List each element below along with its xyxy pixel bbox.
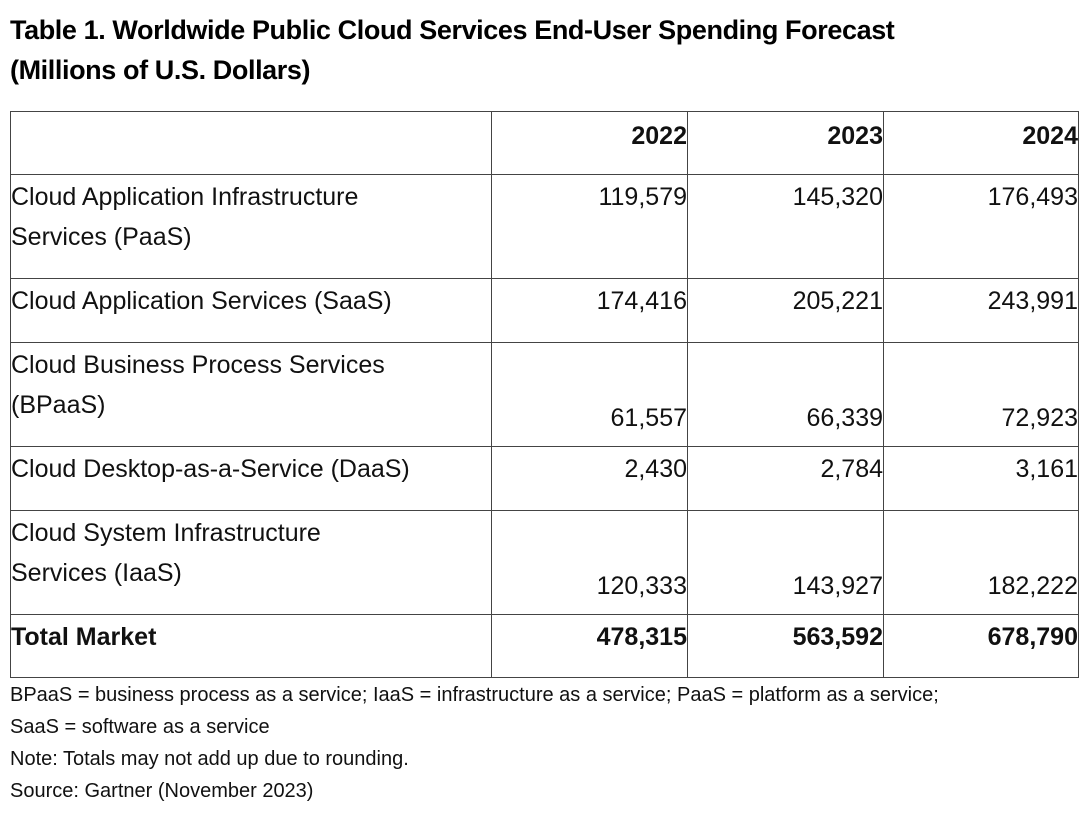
total-value-cell: 478,315 xyxy=(491,614,688,678)
value-cell: 119,579 xyxy=(491,174,688,279)
value-cell: 182,222 xyxy=(883,510,1079,615)
table-row: Cloud Application Infrastructure Services… xyxy=(10,174,1079,279)
value-cell: 3,161 xyxy=(883,446,1079,511)
value-cell: 66,339 xyxy=(687,342,884,447)
source-note: Source: Gartner (November 2023) xyxy=(10,780,314,802)
abbreviations-line-2: SaaS = software as a service xyxy=(10,716,270,738)
table-row: Cloud Business Process Services (BPaaS) 6… xyxy=(10,342,1079,447)
total-value-cell: 563,592 xyxy=(687,614,884,678)
row-label: Cloud Desktop-as-a-Service (DaaS) xyxy=(10,446,492,511)
value-cell: 120,333 xyxy=(491,510,688,615)
header-cell-2022: 2022 xyxy=(491,111,688,175)
abbreviations-line-1: BPaaS = business process as a service; I… xyxy=(10,684,939,706)
value-cell: 243,991 xyxy=(883,278,1079,343)
title-line-2: (Millions of U.S. Dollars) xyxy=(10,55,311,85)
table-row: Cloud System Infrastructure Services (Iaa… xyxy=(10,510,1079,615)
value-cell: 2,784 xyxy=(687,446,884,511)
value-cell: 72,923 xyxy=(883,342,1079,447)
header-row: 2022 2023 2024 xyxy=(10,111,1079,175)
header-cell-empty xyxy=(10,111,492,175)
total-value-cell: 678,790 xyxy=(883,614,1079,678)
total-label: Total Market xyxy=(10,614,492,678)
table-notes: BPaaS = business process as a service; I… xyxy=(10,679,939,807)
rounding-note: Note: Totals may not add up due to round… xyxy=(10,748,409,770)
header-cell-2023: 2023 xyxy=(687,111,884,175)
row-label: Cloud Application Services (SaaS) xyxy=(10,278,492,343)
title-line-1: Table 1. Worldwide Public Cloud Services… xyxy=(10,15,895,45)
value-cell: 143,927 xyxy=(687,510,884,615)
row-label: Cloud Application Infrastructure Services… xyxy=(10,174,492,279)
table-title: Table 1. Worldwide Public Cloud Services… xyxy=(10,10,1080,90)
total-row: Total Market 478,315 563,592 678,790 xyxy=(10,614,1079,678)
table-row: Cloud Desktop-as-a-Service (DaaS) 2,430 … xyxy=(10,446,1079,511)
spending-forecast-table: 2022 2023 2024 Cloud Application Infrast… xyxy=(10,111,1079,678)
row-label: Cloud System Infrastructure Services (Iaa… xyxy=(10,510,492,615)
value-cell: 174,416 xyxy=(491,278,688,343)
value-cell: 2,430 xyxy=(491,446,688,511)
value-cell: 61,557 xyxy=(491,342,688,447)
value-cell: 176,493 xyxy=(883,174,1079,279)
header-cell-2024: 2024 xyxy=(883,111,1079,175)
row-label: Cloud Business Process Services (BPaaS) xyxy=(10,342,492,447)
table-row: Cloud Application Services (SaaS) 174,41… xyxy=(10,278,1079,343)
value-cell: 145,320 xyxy=(687,174,884,279)
value-cell: 205,221 xyxy=(687,278,884,343)
